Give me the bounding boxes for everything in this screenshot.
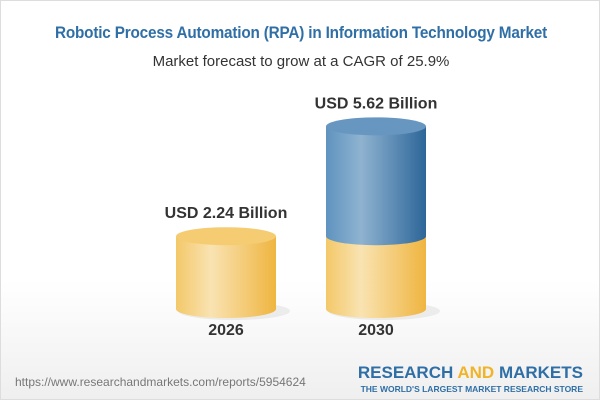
bar-2030-growth-top [326,117,426,136]
chart-title: Robotic Process Automation (RPA) in Info… [54,23,548,42]
category-label: 2030 [358,322,394,339]
bar-2030-base-body [326,236,426,318]
bar-2026-body [176,236,276,318]
research-and-markets-logo: RESEARCH AND MARKETS THE WORLD'S LARGEST… [357,363,583,394]
report-url[interactable]: https://www.researchandmarkets.com/repor… [15,375,306,389]
chart-subtitle: Market forecast to grow at a CAGR of 25.… [152,53,450,70]
category-label: 2026 [208,322,244,339]
data-label: USD 2.24 Billion [165,205,288,222]
bar-2026-top [176,227,276,246]
data-label: USD 5.62 Billion [315,95,438,112]
bar-2030-growth-body [326,126,426,246]
